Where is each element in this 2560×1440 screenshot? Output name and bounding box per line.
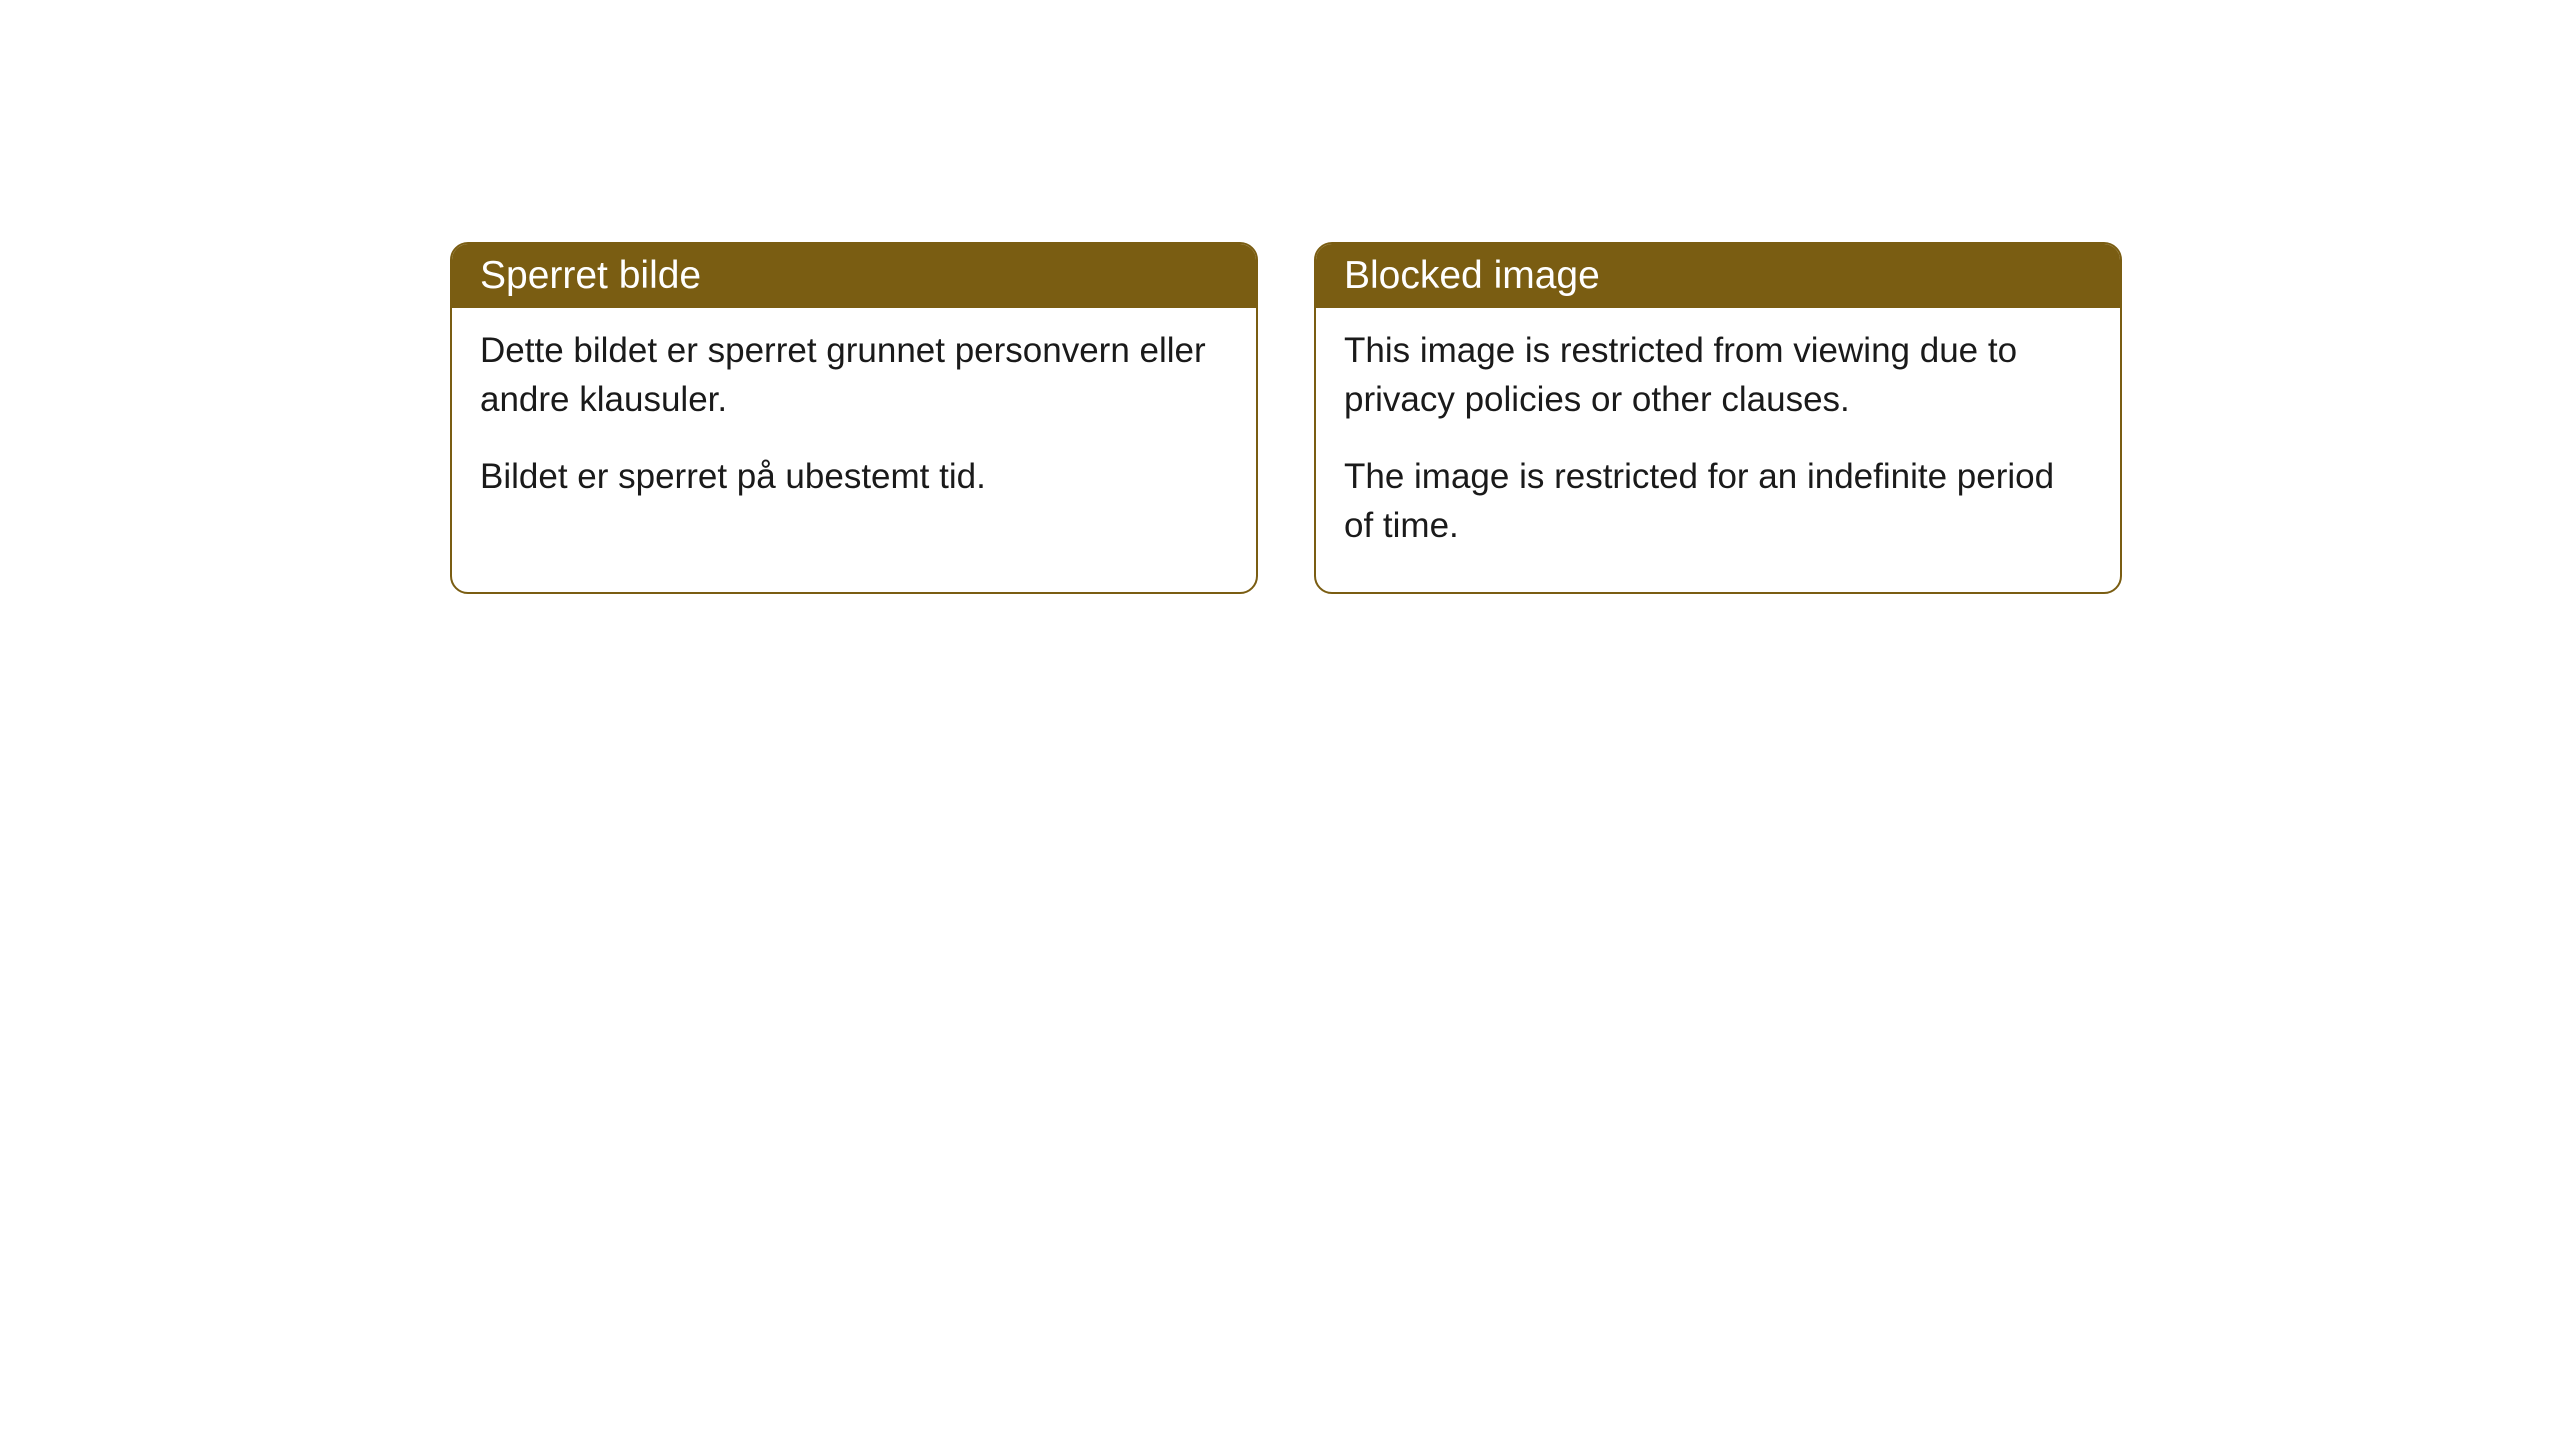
notice-cards-container: Sperret bilde Dette bildet er sperret gr…	[450, 242, 2122, 594]
card-paragraph: The image is restricted for an indefinit…	[1344, 452, 2092, 550]
card-body: Dette bildet er sperret grunnet personve…	[452, 308, 1256, 543]
card-paragraph: Dette bildet er sperret grunnet personve…	[480, 326, 1228, 424]
notice-card-norwegian: Sperret bilde Dette bildet er sperret gr…	[450, 242, 1258, 594]
card-paragraph: This image is restricted from viewing du…	[1344, 326, 2092, 424]
notice-card-english: Blocked image This image is restricted f…	[1314, 242, 2122, 594]
card-paragraph: Bildet er sperret på ubestemt tid.	[480, 452, 1228, 501]
card-title: Blocked image	[1344, 254, 1600, 297]
card-header: Sperret bilde	[452, 244, 1256, 308]
card-title: Sperret bilde	[480, 254, 701, 297]
card-body: This image is restricted from viewing du…	[1316, 308, 2120, 592]
card-header: Blocked image	[1316, 244, 2120, 308]
